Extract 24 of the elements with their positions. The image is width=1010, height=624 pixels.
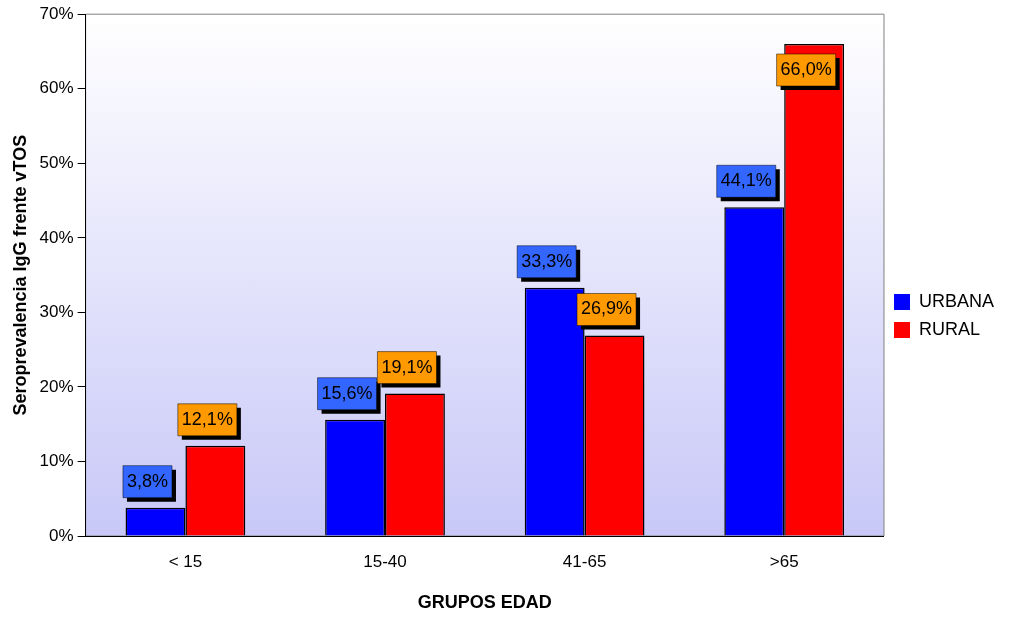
y-tick-label: 30% [39, 302, 74, 322]
legend-label: URBANA [918, 290, 994, 311]
x-tick-label: >65 [769, 551, 799, 571]
y-tick-label: 40% [39, 227, 74, 247]
y-tick-label: 10% [39, 451, 74, 471]
y-tick-label: 0% [49, 525, 74, 545]
y-tick-label: 20% [39, 376, 74, 396]
data-label: 26,9% [581, 298, 633, 319]
x-tick-label: 41-65 [562, 551, 607, 571]
y-tick-label: 60% [39, 78, 74, 98]
data-label: 44,1% [720, 170, 772, 191]
x-tick-label: < 15 [168, 551, 203, 571]
x-tick-label: 15-40 [363, 551, 407, 571]
y-tick-label: 70% [39, 3, 74, 23]
data-label: 19,1% [381, 356, 433, 377]
data-label: 3,8% [126, 470, 168, 491]
legend-label: RURAL [918, 318, 980, 339]
y-axis-title: Seroprevalencia IgG frente vTOS [9, 134, 30, 416]
data-label: 15,6% [321, 382, 373, 403]
x-axis-title: GRUPOS EDAD [417, 592, 552, 613]
data-label: 12,1% [181, 408, 233, 429]
data-label: 33,3% [521, 250, 573, 271]
data-label: 66,0% [780, 58, 832, 79]
y-tick-label: 50% [39, 152, 74, 172]
